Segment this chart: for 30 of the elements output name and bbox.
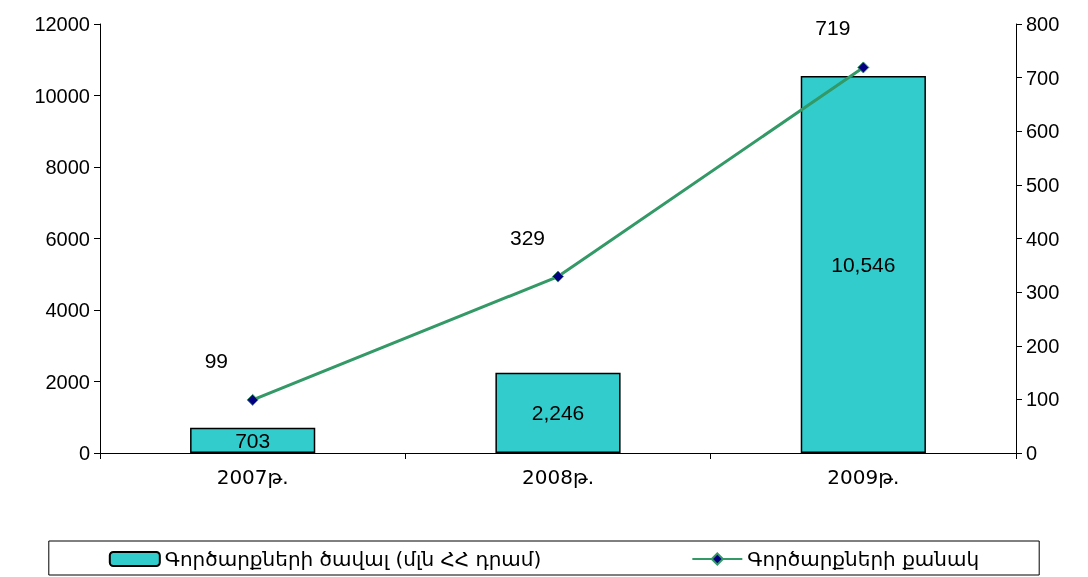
y-tick-label: 4000 <box>45 299 90 321</box>
y2-tick-label: 400 <box>1026 227 1060 250</box>
point <box>246 393 259 406</box>
x-tick-label: 2009թ. <box>827 465 900 489</box>
legend-label: Գործարքների ծավալ (մլն ՀՀ դրամ) <box>164 547 542 571</box>
y-tick-label: 0 <box>78 442 90 464</box>
y2-tick-label: 500 <box>1026 173 1060 196</box>
y2-tick-label: 300 <box>1026 281 1060 304</box>
legend-label: Գործարքների քանակ <box>747 547 980 571</box>
data-label: 719 <box>815 16 851 40</box>
y2-tick-label: 200 <box>1026 334 1060 357</box>
x-tick-label: 2008թ. <box>521 465 595 489</box>
x-tick-label: 2007թ. <box>216 465 289 489</box>
y-tick-label: 10000 <box>34 84 90 107</box>
point <box>857 61 870 74</box>
data-label: 2,246 <box>531 401 585 425</box>
data-label: 329 <box>510 225 546 249</box>
data-label: 703 <box>235 428 271 452</box>
y2-tick-label: 700 <box>1026 66 1060 89</box>
point <box>552 270 564 283</box>
y2-tick-label: 600 <box>1026 120 1060 143</box>
y-tick-label: 6000 <box>45 227 90 250</box>
y-tick-label: 2000 <box>45 370 90 393</box>
y-tick-label: 8000 <box>45 156 90 178</box>
data-label: 99 <box>204 348 229 372</box>
y-tick-label: 12000 <box>34 13 90 35</box>
y2-tick-label: 100 <box>1026 388 1060 411</box>
y2-tick-label: 0 <box>1026 442 1038 464</box>
y2-tick-label: 800 <box>1026 13 1060 35</box>
data-label: 10,546 <box>831 252 896 276</box>
